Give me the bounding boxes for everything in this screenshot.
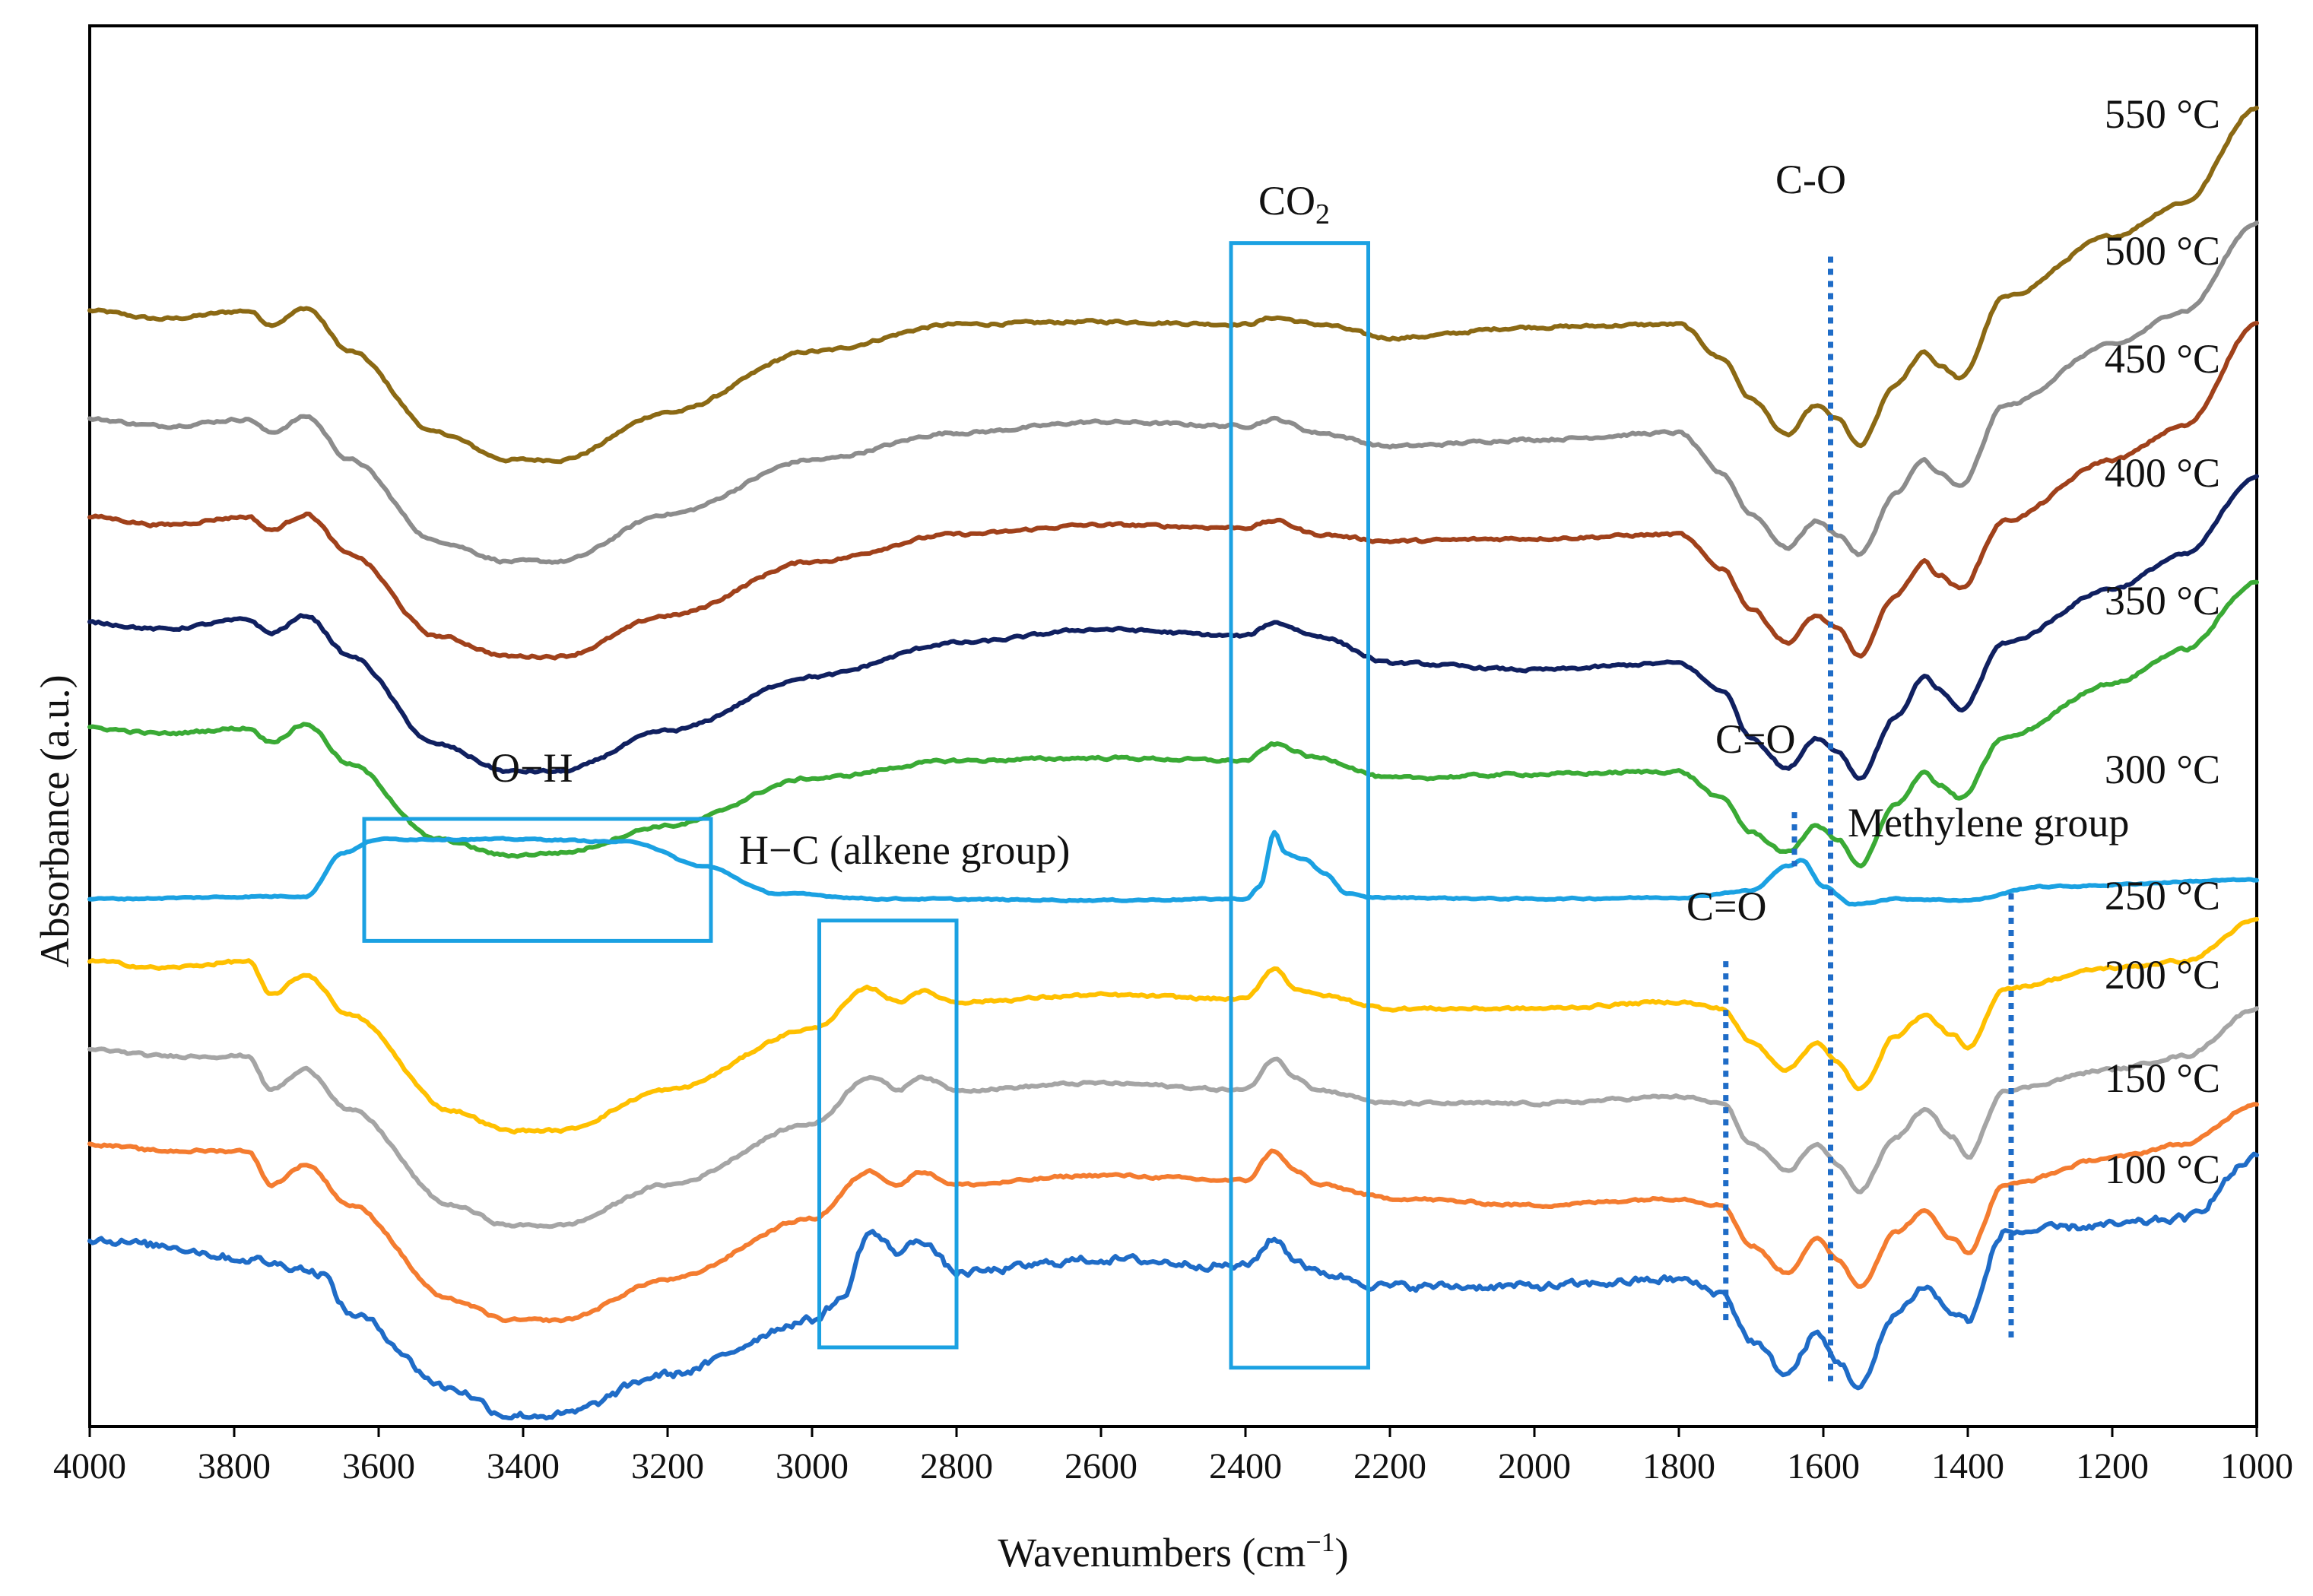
c-o-label: C-O bbox=[1775, 157, 1846, 202]
x-tick-label-3200: 3200 bbox=[631, 1446, 704, 1487]
x-tick-label-1800: 1800 bbox=[1642, 1446, 1715, 1487]
x-tick-label-3400: 3400 bbox=[487, 1446, 560, 1487]
series-label-300c: 300 °C bbox=[2105, 747, 2220, 792]
series-label-400c: 400 °C bbox=[2105, 450, 2220, 496]
series-label-500c: 500 °C bbox=[2105, 228, 2220, 274]
x-tick-label-1400: 1400 bbox=[1931, 1446, 2004, 1487]
series-label-100c: 100 °C bbox=[2105, 1147, 2220, 1192]
series-label-250c: 250 °C bbox=[2105, 873, 2220, 919]
x-tick-label-2600: 2600 bbox=[1064, 1446, 1137, 1487]
annotation-dotted-lines bbox=[1723, 256, 2014, 1382]
y-axis-label: Absorbance (a.u.) bbox=[32, 674, 78, 967]
series-layer bbox=[87, 106, 2259, 1421]
series-line-200c bbox=[87, 1006, 2259, 1230]
co2-label: CO2 bbox=[1258, 178, 1330, 230]
h-c-alkene-label: H−C (alkene group) bbox=[739, 827, 1070, 873]
x-tick-label-3600: 3600 bbox=[342, 1446, 415, 1487]
series-line-150c bbox=[87, 1102, 2259, 1324]
x-tick-label-2200: 2200 bbox=[1353, 1446, 1426, 1487]
x-tick-label-1000: 1000 bbox=[2220, 1446, 2293, 1487]
oh-box bbox=[362, 817, 713, 943]
o-h-label: O−H bbox=[490, 745, 573, 791]
series-line-450c bbox=[87, 320, 2259, 661]
series-line-250c bbox=[87, 916, 2259, 1135]
annotation-boxes bbox=[362, 241, 1370, 1370]
x-tick-label-4000: 4000 bbox=[53, 1446, 126, 1487]
series-label-450c: 450 °C bbox=[2105, 336, 2220, 382]
x-tick-label-1600: 1600 bbox=[1787, 1446, 1860, 1487]
x-tick-label-2000: 2000 bbox=[1498, 1446, 1571, 1487]
series-label-150c: 150 °C bbox=[2105, 1055, 2220, 1101]
series-line-300c bbox=[87, 830, 2259, 907]
x-tick-label-2800: 2800 bbox=[920, 1446, 993, 1487]
x-axis-ticks: 4000 3800 3600 3400 3200 3000 2800 2600 2400 2200… bbox=[53, 1426, 2293, 1487]
series-line-400c bbox=[87, 474, 2259, 781]
hc-box bbox=[817, 919, 959, 1350]
x-axis-label: Wavenumbers (cm−1) bbox=[998, 1527, 1348, 1575]
x-tick-label-1200: 1200 bbox=[2076, 1446, 2149, 1487]
methylene-group-label: Methylene group bbox=[1848, 800, 2129, 846]
x-tick-label-2400: 2400 bbox=[1209, 1446, 1282, 1487]
series-line-550c bbox=[87, 106, 2259, 465]
series-line-500c bbox=[87, 221, 2259, 565]
series-label-350c: 350 °C bbox=[2105, 578, 2220, 623]
series-label-550c: 550 °C bbox=[2105, 91, 2220, 137]
x-tick-label-3000: 3000 bbox=[776, 1446, 849, 1487]
c-double-o-lower-label: C=O bbox=[1686, 884, 1766, 929]
series-labels: 550 °C 500 °C 450 °C 400 °C 350 °C 300 °C 250 … bbox=[2105, 91, 2220, 1192]
c-double-o-upper-label: C=O bbox=[1715, 716, 1795, 762]
x-tick-label-3800: 3800 bbox=[198, 1446, 271, 1487]
co2-box bbox=[1229, 241, 1370, 1370]
series-line-100c bbox=[87, 1151, 2259, 1421]
series-label-200c: 200 °C bbox=[2105, 952, 2220, 998]
